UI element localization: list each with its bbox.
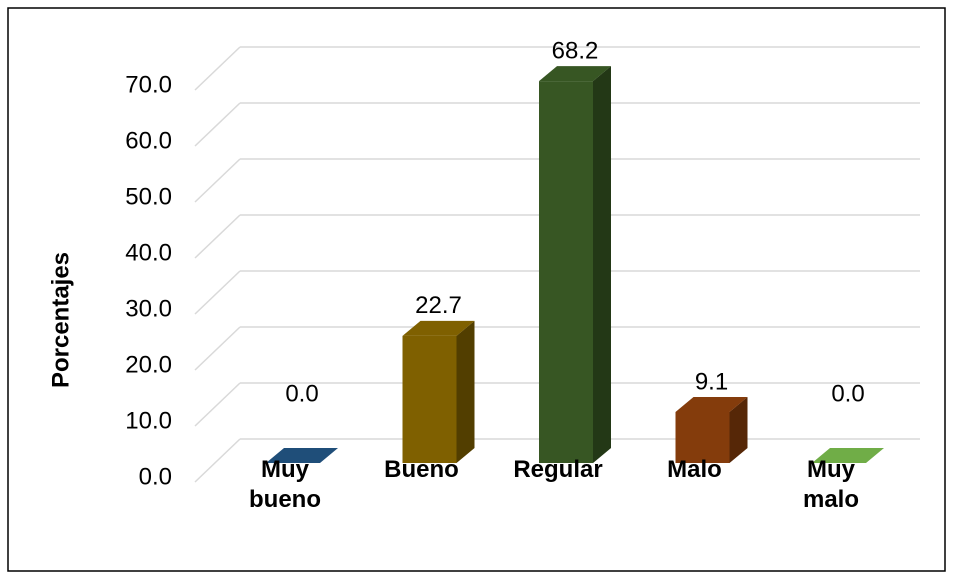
x-tick-label: Muy bueno xyxy=(249,456,322,513)
grid-line xyxy=(194,102,241,147)
bar xyxy=(539,66,611,463)
x-tick-label: Muy malo xyxy=(802,456,860,513)
grid-line xyxy=(194,326,241,371)
bar-side-shade xyxy=(593,66,611,463)
data-label: 0.0 xyxy=(285,380,318,407)
grid-line xyxy=(194,382,241,427)
bar-top xyxy=(266,448,338,463)
bar-top xyxy=(812,448,884,463)
x-tick-label: Regular xyxy=(513,456,603,483)
y-tick-label: 50.0 xyxy=(125,183,172,210)
y-tick-label: 60.0 xyxy=(125,127,172,154)
y-tick-label: 0.0 xyxy=(139,463,172,490)
x-tick-label: Malo xyxy=(667,456,722,483)
bar xyxy=(812,448,884,463)
bar-side xyxy=(593,66,611,463)
bar-front xyxy=(675,412,730,463)
grid-line xyxy=(194,438,241,483)
y-tick-label: 70.0 xyxy=(125,71,172,98)
bar-top xyxy=(402,320,475,336)
chart-border xyxy=(7,7,946,572)
data-label: 68.2 xyxy=(552,37,599,64)
bar-side xyxy=(729,397,748,463)
data-label: 9.1 xyxy=(695,368,728,395)
bar xyxy=(266,448,338,463)
bar-front xyxy=(539,81,593,463)
bar xyxy=(675,397,748,463)
y-tick-label: 30.0 xyxy=(125,295,172,322)
x-tick-label: Bueno xyxy=(384,456,459,483)
grid-line xyxy=(194,158,241,203)
data-label: 0.0 xyxy=(831,380,864,407)
bar-side-shade xyxy=(456,320,475,463)
y-tick-label: 40.0 xyxy=(125,239,172,266)
bar-top xyxy=(539,66,611,82)
bar-side-shade xyxy=(729,397,748,463)
bar-side xyxy=(456,320,475,463)
bar xyxy=(402,320,475,463)
y-tick-label: 20.0 xyxy=(125,351,172,378)
grid-line xyxy=(194,214,241,259)
data-label: 22.7 xyxy=(415,292,462,319)
bar-front xyxy=(402,335,457,463)
bar-top xyxy=(675,397,748,413)
y-axis-title: Porcentajes xyxy=(47,252,74,388)
grid-line xyxy=(194,270,241,315)
grid-line xyxy=(194,46,241,91)
y-tick-label: 10.0 xyxy=(125,407,172,434)
